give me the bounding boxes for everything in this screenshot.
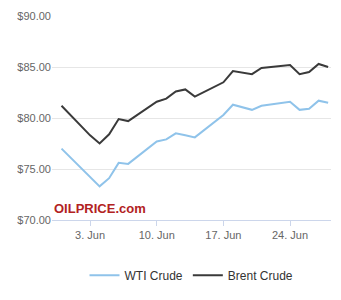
svg-text:WTI Crude: WTI Crude [125,269,183,283]
svg-text:3. Jun: 3. Jun [75,229,105,241]
svg-text:24. Jun: 24. Jun [272,229,308,241]
svg-text:$90.00: $90.00 [17,10,51,22]
svg-text:17. Jun: 17. Jun [205,229,241,241]
svg-text:OILPRICE.com: OILPRICE.com [54,201,146,216]
svg-text:$80.00: $80.00 [17,112,51,124]
svg-text:10. Jun: 10. Jun [139,229,175,241]
svg-text:$75.00: $75.00 [17,163,51,175]
svg-text:Brent Crude: Brent Crude [228,269,293,283]
svg-text:$85.00: $85.00 [17,61,51,73]
svg-text:$70.00: $70.00 [17,214,51,226]
